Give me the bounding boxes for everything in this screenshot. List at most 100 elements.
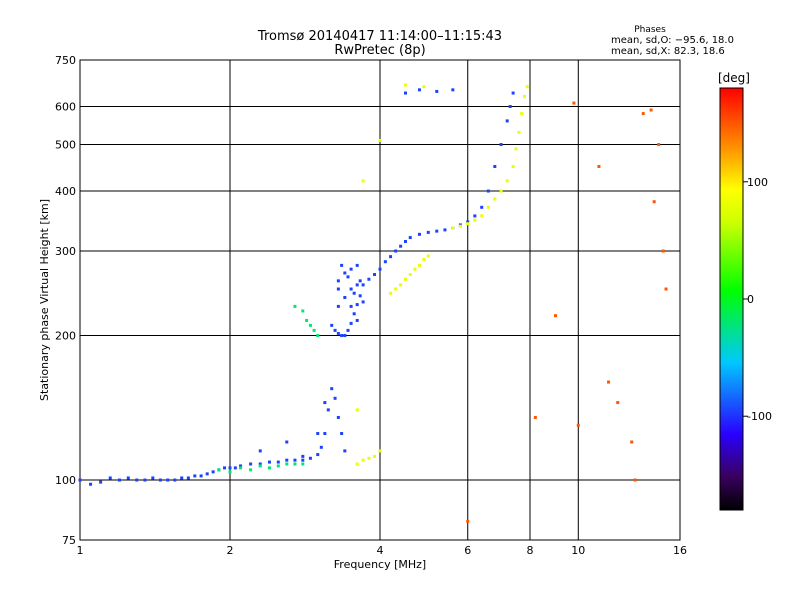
data-point [330,387,334,391]
x-tick-label: 4 [377,544,384,557]
y-tick-label: 500 [55,139,76,152]
data-point [458,224,462,228]
data-point [308,323,312,327]
data-point [323,432,327,436]
data-point [336,287,340,291]
data-point [343,271,347,275]
colorbar-label: [deg] [718,71,750,85]
data-point [553,314,557,318]
data-point [493,197,497,201]
data-point [508,105,512,109]
data-point [333,396,337,400]
phase-stats-o: mean, sd,O: −95.6, 18.0 [611,35,734,46]
data-point [158,478,162,482]
y-tick-label: 200 [55,330,76,343]
data-point [301,458,305,462]
data-point [473,214,477,218]
data-point [403,277,407,281]
colorbar [719,87,744,511]
data-point [301,454,305,458]
data-point [89,482,93,486]
data-point [336,304,340,308]
data-point [217,468,221,472]
data-point [193,474,197,478]
data-point [349,267,353,271]
data-point [228,470,232,474]
data-point [239,464,243,468]
data-point [373,454,377,458]
data-point [316,453,320,457]
data-point [517,130,521,134]
data-point [403,83,407,87]
data-point [151,476,155,480]
data-point [378,138,382,142]
x-axis-ticks: 1 2 4 6 8 10 16 [77,544,688,557]
colorbar-tick-label: -100 [747,410,772,423]
data-point [336,279,340,283]
data-point [285,440,289,444]
data-point [466,222,470,226]
colorbar-tick-label: 100 [747,176,768,189]
data-point [597,164,601,168]
data-point [576,423,580,427]
y-axis-label: Stationary phase Virtual Height [km] [38,199,51,401]
y-tick-label: 100 [55,474,76,487]
data-point [480,214,484,218]
data-point [664,287,668,291]
data-point [657,143,661,147]
data-point [336,331,340,335]
data-point [346,328,350,332]
data-point [319,445,323,449]
data-point [343,296,347,300]
data-point [652,200,656,204]
data-point [426,254,430,258]
data-point [361,283,365,287]
y-tick-label: 600 [55,101,76,114]
data-point [108,476,112,480]
data-point [355,283,359,287]
data-point [361,179,365,183]
y-axis-ticks: 75 100 200 300 400 500 600 750 [55,54,76,547]
data-point [435,229,439,233]
data-point [301,462,305,466]
data-point [326,408,330,412]
colorbar-ticks: 100 0 -100 [743,176,772,423]
data-point [399,283,403,287]
data-point [308,456,312,460]
data-point [649,108,653,112]
data-point [205,472,209,476]
data-point [505,119,509,123]
data-point [340,334,344,338]
data-point [352,291,356,295]
y-tick-label: 75 [62,534,76,547]
data-point [435,89,439,93]
data-point [143,478,147,482]
x-tick-label: 16 [673,544,687,557]
data-point [343,334,347,338]
y-tick-label: 750 [55,54,76,67]
data-point [466,220,470,224]
data-point [276,464,280,468]
data-point [293,304,297,308]
data-point [349,321,353,325]
data-points [78,83,668,523]
data-point [301,309,305,313]
data-point [333,328,337,332]
data-point [451,88,455,92]
data-point [223,466,227,470]
chart-title: Tromsø 20140417 11:14:00–11:15:43 [257,29,502,44]
data-point [285,462,289,466]
data-point [267,460,271,464]
data-point [373,273,377,277]
data-point [493,164,497,168]
data-point [399,244,403,248]
data-point [346,275,350,279]
data-point [361,458,365,462]
data-point [367,277,371,281]
data-point [199,474,203,478]
data-point [258,449,262,453]
data-point [343,449,347,453]
x-tick-label: 8 [527,544,534,557]
phase-stats-x: mean, sd,X: 82.3, 18.6 [611,46,725,57]
